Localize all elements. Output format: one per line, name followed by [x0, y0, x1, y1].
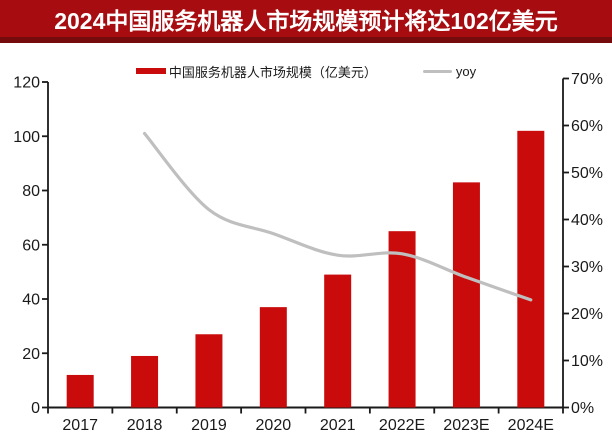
x-axis-label: 2017 [62, 417, 98, 434]
bar-2019 [195, 334, 223, 408]
yoy-line [142, 131, 533, 302]
legend-item-yoy: yoy [422, 63, 477, 79]
line-series-label: yoy [455, 63, 477, 79]
bar-2018 [131, 355, 159, 408]
right-axis-label: 50% [571, 165, 603, 182]
x-axis-label: 2019 [191, 417, 227, 434]
x-axis-label: 2023E [443, 417, 489, 434]
right-axis-label: 30% [571, 259, 603, 276]
combo-chart: 0 20 40 60 80 100 120 0% 10% 20% 30% 40% 50% 60% 70% 20… [13, 71, 603, 434]
bar-2022E [388, 231, 416, 408]
chart-legend: 中国服务机器人市场规模（亿美元） yoy [0, 62, 612, 80]
left-axis-label: 100 [13, 129, 40, 146]
bar-2017 [66, 374, 94, 408]
right-axis-label: 70% [571, 71, 603, 88]
page-title: 2024中国服务机器人市场规模预计将达102亿美元 [54, 7, 558, 34]
bar-2021 [324, 274, 352, 408]
x-axis-label: 2024E [508, 417, 554, 434]
x-axis-label: 2022E [379, 417, 425, 434]
x-axis-label: 2018 [127, 417, 163, 434]
left-axis-label: 120 [13, 75, 40, 92]
legend-item-market-size: 中国服务机器人市场规模（亿美元） [135, 62, 377, 81]
right-axis-label: 60% [571, 118, 603, 135]
right-axis-label: 10% [571, 353, 603, 370]
left-axis-label: 80 [22, 183, 40, 200]
right-axis-label: 0% [571, 400, 594, 417]
bar-series-label: 中国服务机器人市场规模（亿美元） [168, 64, 377, 80]
title-bar: 2024中国服务机器人市场规模预计将达102亿美元 [0, 0, 612, 43]
bar-2023E [452, 182, 480, 408]
right-axis-label: 20% [571, 306, 603, 323]
left-axis-label: 0 [31, 400, 40, 417]
left-axis-label: 20 [22, 346, 40, 363]
x-axis-label: 2020 [256, 417, 292, 434]
left-axis-label: 60 [22, 237, 40, 254]
bar-series-swatch [135, 68, 166, 74]
x-axis-label: 2021 [320, 417, 356, 434]
line-series-swatch [422, 69, 452, 73]
left-axis-label: 40 [22, 292, 40, 309]
right-axis-label: 40% [571, 212, 603, 229]
bar-2020 [259, 307, 287, 408]
bar-2024E [517, 130, 545, 408]
